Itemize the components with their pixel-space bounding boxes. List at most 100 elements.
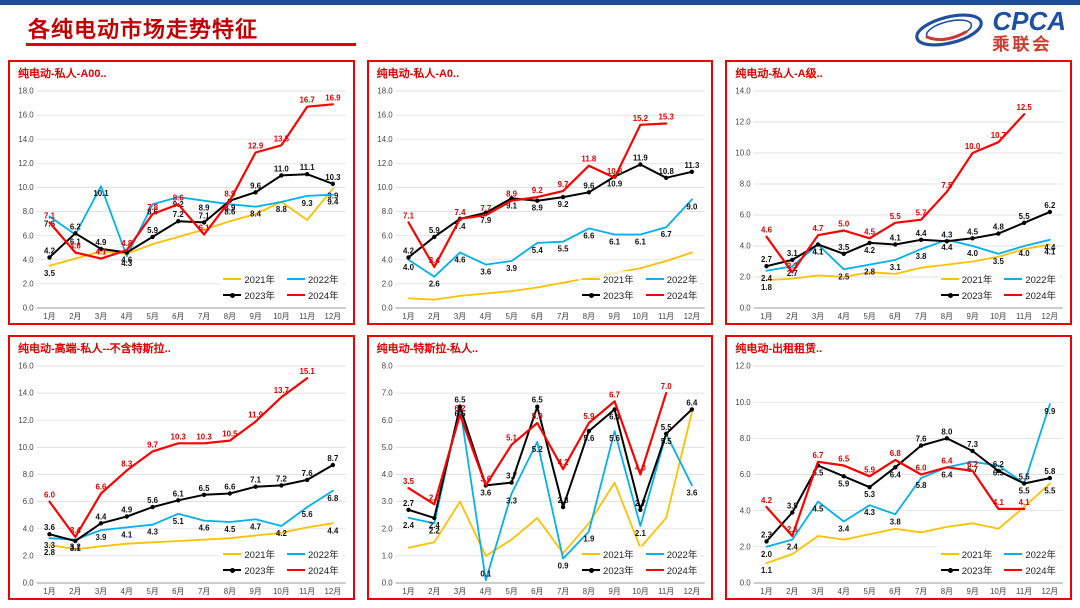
svg-text:5.9: 5.9 bbox=[531, 412, 543, 421]
svg-text:9月: 9月 bbox=[249, 587, 261, 596]
svg-text:11.8: 11.8 bbox=[581, 155, 596, 164]
legend-item: 2021年 bbox=[940, 547, 993, 561]
legend-item: 2023年 bbox=[582, 288, 634, 302]
svg-text:8.0: 8.0 bbox=[942, 427, 954, 436]
svg-text:7月: 7月 bbox=[915, 587, 927, 596]
legend-item: 2021年 bbox=[582, 547, 634, 561]
svg-text:11.9: 11.9 bbox=[633, 153, 648, 162]
svg-text:3.5: 3.5 bbox=[403, 477, 415, 486]
svg-text:6.1: 6.1 bbox=[70, 237, 82, 246]
cpca-chinese-name: 乘联会 bbox=[992, 35, 1053, 54]
legend-swatch bbox=[1004, 278, 1023, 280]
svg-text:5月: 5月 bbox=[505, 587, 517, 596]
legend-swatch bbox=[645, 278, 664, 280]
legend-swatch bbox=[582, 292, 601, 298]
chart-legend: 2021年 2022年 2023年 2024年 bbox=[219, 271, 343, 303]
svg-text:3.8: 3.8 bbox=[890, 517, 902, 526]
svg-text:4月: 4月 bbox=[121, 312, 133, 321]
svg-text:4.5: 4.5 bbox=[967, 227, 979, 236]
svg-text:8.4: 8.4 bbox=[250, 210, 262, 219]
svg-text:6.2: 6.2 bbox=[454, 404, 466, 413]
legend-item: 2023年 bbox=[223, 288, 275, 302]
legend-label: 2023年 bbox=[244, 291, 276, 302]
line-chart-private-a0: 0.0 2.0 4.0 6.0 8.0 10.0 12.0 14.0 16.0 18.0 1月 2月 3… bbox=[377, 87, 705, 321]
svg-text:4.6: 4.6 bbox=[199, 524, 211, 533]
legend-label: 2023年 bbox=[603, 566, 634, 577]
svg-text:9.6: 9.6 bbox=[583, 181, 595, 190]
svg-text:4.7: 4.7 bbox=[813, 224, 825, 233]
svg-text:3.9: 3.9 bbox=[787, 501, 799, 510]
svg-text:9月: 9月 bbox=[608, 587, 620, 596]
line-chart-private-a00: 0.0 2.0 4.0 6.0 8.0 10.0 12.0 14.0 16.0 18.0 1月 2月 3… bbox=[18, 87, 346, 321]
svg-text:5.6: 5.6 bbox=[147, 496, 159, 505]
svg-text:2.6: 2.6 bbox=[787, 525, 799, 534]
svg-text:5月: 5月 bbox=[146, 587, 158, 596]
svg-text:12.0: 12.0 bbox=[18, 159, 34, 168]
svg-text:3月: 3月 bbox=[95, 587, 107, 596]
svg-text:9.9: 9.9 bbox=[327, 192, 339, 201]
svg-text:12月: 12月 bbox=[325, 312, 342, 321]
legend-swatch bbox=[287, 294, 306, 296]
svg-text:4.6: 4.6 bbox=[761, 226, 773, 235]
svg-text:9.3: 9.3 bbox=[302, 199, 314, 208]
svg-text:9月: 9月 bbox=[967, 587, 979, 596]
svg-text:4.2: 4.2 bbox=[557, 458, 569, 467]
svg-text:8月: 8月 bbox=[582, 312, 594, 321]
svg-text:1.9: 1.9 bbox=[583, 534, 595, 543]
cpca-logo: CPCA 乘联会 bbox=[912, 8, 1066, 53]
svg-text:6.4: 6.4 bbox=[686, 398, 698, 407]
chart-legend: 2021年 2022年 2023年 2024年 bbox=[936, 546, 1060, 578]
svg-text:6.5: 6.5 bbox=[839, 454, 851, 463]
svg-text:8.9: 8.9 bbox=[224, 204, 236, 213]
line-chart-tesla-private: 0.0 1.0 2.0 3.0 4.0 5.0 6.0 7.0 8.0 1月 2月 3月 4月 5月 6月 7… bbox=[381, 362, 705, 596]
legend-item: 2024年 bbox=[645, 563, 697, 577]
legend-item: 2024年 bbox=[1004, 563, 1056, 577]
legend-label: 2022年 bbox=[666, 550, 698, 561]
legend-label: 2022年 bbox=[308, 550, 339, 561]
svg-text:6月: 6月 bbox=[889, 587, 901, 596]
legend-item: 2024年 bbox=[287, 563, 339, 577]
svg-text:2.0: 2.0 bbox=[381, 524, 393, 533]
svg-text:6月: 6月 bbox=[531, 312, 543, 321]
svg-text:1.8: 1.8 bbox=[761, 283, 773, 292]
chart-title: 纯电动-特斯拉-私人.. bbox=[376, 343, 479, 355]
chart-title: 纯电动-私人-A00.. bbox=[18, 68, 107, 80]
legend-label: 2022年 bbox=[666, 275, 698, 286]
svg-text:4.4: 4.4 bbox=[96, 512, 108, 521]
charts-grid: 纯电动-私人-A00.. 0.0 2.0 4.0 6.0 8.0 10.0 12.0 14.0… bbox=[8, 60, 1072, 600]
chart-panel-taxi-rental: 纯电动-出租租赁.. 0.0 2.0 4.0 6.0 8.0 10.0 12.0 1月 2月 3月… bbox=[725, 335, 1072, 600]
legend-item: 2024年 bbox=[1004, 288, 1056, 302]
svg-text:7.0: 7.0 bbox=[381, 389, 393, 398]
svg-text:10.8: 10.8 bbox=[607, 167, 623, 176]
svg-text:0.0: 0.0 bbox=[381, 304, 393, 313]
svg-text:10.3: 10.3 bbox=[171, 432, 187, 441]
svg-text:4.1: 4.1 bbox=[121, 530, 133, 539]
chart-title: 纯电动-高端-私人--不含特斯拉.. bbox=[18, 343, 171, 355]
legend-item: 2023年 bbox=[582, 563, 634, 577]
svg-text:9.2: 9.2 bbox=[557, 200, 569, 209]
svg-text:14.0: 14.0 bbox=[377, 135, 393, 144]
svg-text:8.9: 8.9 bbox=[199, 204, 211, 213]
svg-text:4.4: 4.4 bbox=[327, 526, 339, 535]
legend-label: 2024年 bbox=[1025, 291, 1056, 302]
legend-label: 2023年 bbox=[961, 291, 993, 302]
svg-text:4.2: 4.2 bbox=[864, 246, 876, 255]
svg-text:4.7: 4.7 bbox=[250, 522, 262, 531]
svg-text:7.0: 7.0 bbox=[660, 382, 672, 391]
svg-text:2.3: 2.3 bbox=[787, 261, 799, 270]
svg-text:10月: 10月 bbox=[990, 587, 1007, 596]
svg-text:12月: 12月 bbox=[1042, 312, 1059, 321]
svg-text:4.2: 4.2 bbox=[44, 246, 56, 255]
svg-text:7.1: 7.1 bbox=[403, 211, 415, 220]
svg-text:2.4: 2.4 bbox=[428, 521, 440, 530]
svg-text:6.0: 6.0 bbox=[916, 463, 928, 472]
svg-text:6月: 6月 bbox=[889, 312, 901, 321]
svg-text:2.1: 2.1 bbox=[635, 529, 647, 538]
svg-text:12月: 12月 bbox=[1042, 587, 1059, 596]
svg-text:2.4: 2.4 bbox=[787, 543, 799, 552]
svg-text:5.5: 5.5 bbox=[1019, 212, 1031, 221]
legend-item: 2023年 bbox=[940, 563, 992, 577]
cpca-logo-text: CPCA 乘联会 bbox=[992, 8, 1066, 53]
svg-text:3.9: 3.9 bbox=[506, 264, 518, 273]
legend-label: 2021年 bbox=[961, 550, 993, 561]
